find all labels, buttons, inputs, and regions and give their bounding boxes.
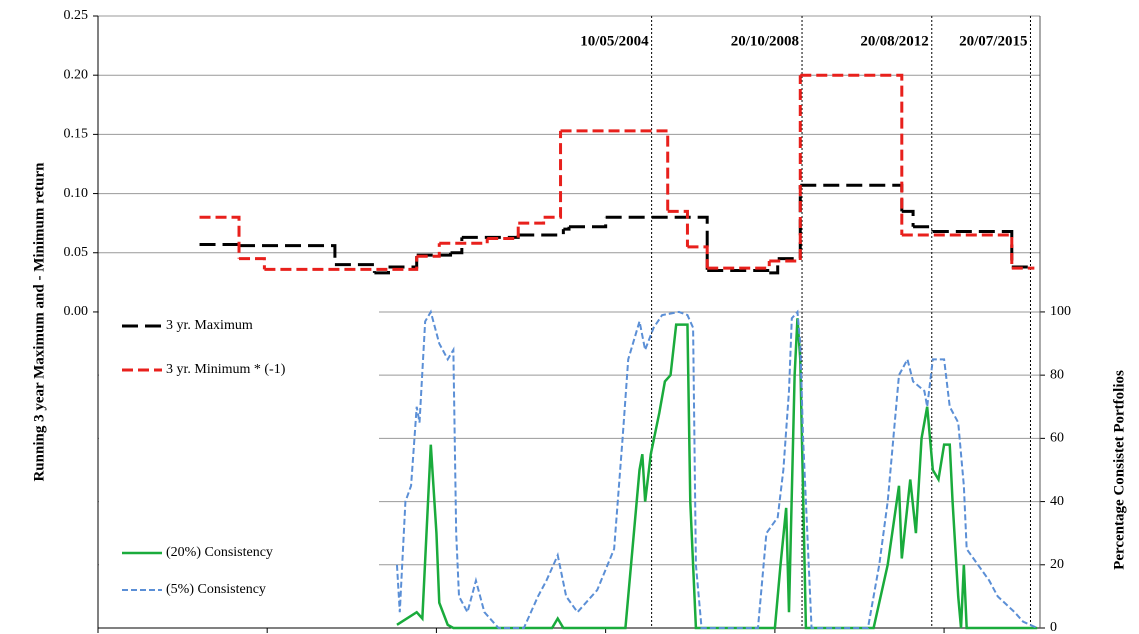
y2-axis-title: Percentage Consistet Portfolios — [1111, 370, 1127, 570]
step-segment — [388, 255, 419, 269]
y-tick-label: 0.05 — [64, 245, 89, 260]
step-segment — [199, 242, 241, 246]
step-segment — [901, 209, 915, 227]
step-segment — [563, 226, 571, 231]
step-segment — [901, 233, 1014, 269]
series-line — [396, 318, 1038, 630]
annotation-label: 20/07/2015 — [959, 33, 1027, 49]
step-segment — [239, 257, 266, 270]
legend-label: 3 yr. Minimum * (-1) — [166, 362, 286, 377]
step-segment — [800, 73, 904, 235]
y2-tick-label: 60 — [1050, 431, 1064, 446]
y-tick-label: 0.10 — [64, 186, 89, 201]
y2-tick-label: 20 — [1050, 557, 1064, 572]
step-segment — [416, 243, 441, 258]
legend-label: 3 yr. Maximum — [166, 318, 253, 333]
y2-tick-label: 80 — [1050, 367, 1064, 382]
step-segment — [932, 229, 1014, 267]
y-tick-label: 0.15 — [64, 127, 89, 142]
step-segment — [769, 75, 802, 263]
step-segment — [374, 266, 390, 275]
step-segment — [769, 258, 780, 275]
step-segment — [543, 130, 563, 219]
step-segment — [667, 209, 689, 247]
step-segment — [777, 185, 802, 261]
series-line — [395, 309, 1038, 629]
step-segment — [605, 215, 709, 271]
step-segment — [569, 217, 608, 229]
legend-label: (5%) Consistency — [166, 582, 266, 597]
annotation-label: 20/08/2012 — [860, 33, 928, 49]
step-segment — [707, 261, 771, 270]
y-tick-label: 0.00 — [64, 304, 89, 319]
step-segment — [913, 225, 935, 232]
step-segment — [461, 234, 520, 239]
y2-tick-label: 40 — [1050, 494, 1064, 509]
step-segment — [800, 183, 904, 212]
step-segment — [334, 263, 376, 273]
legend-label: (20%) Consistency — [166, 545, 273, 560]
y2-tick-label: 0 — [1050, 620, 1057, 634]
step-segment — [487, 223, 520, 241]
y2-tick-label: 100 — [1050, 304, 1071, 319]
annotation-label: 10/05/2004 — [580, 33, 649, 49]
step-segment — [439, 238, 489, 245]
y-tick-label: 0.20 — [64, 67, 89, 82]
step-segment — [560, 129, 670, 212]
y-tick-label: 0.25 — [64, 8, 89, 23]
legend-background — [99, 299, 379, 627]
y-axis-title: Running 3 year Maximum and - Minimum ret… — [31, 162, 47, 482]
step-segment — [264, 256, 419, 271]
step-segment — [687, 245, 709, 269]
step-segment — [239, 244, 337, 265]
annotation-label: 20/10/2008 — [731, 33, 799, 49]
step-segment — [199, 215, 241, 259]
step-segment — [450, 237, 464, 255]
step-segment — [518, 217, 546, 225]
step-segment — [707, 269, 771, 273]
step-segment — [518, 229, 565, 237]
